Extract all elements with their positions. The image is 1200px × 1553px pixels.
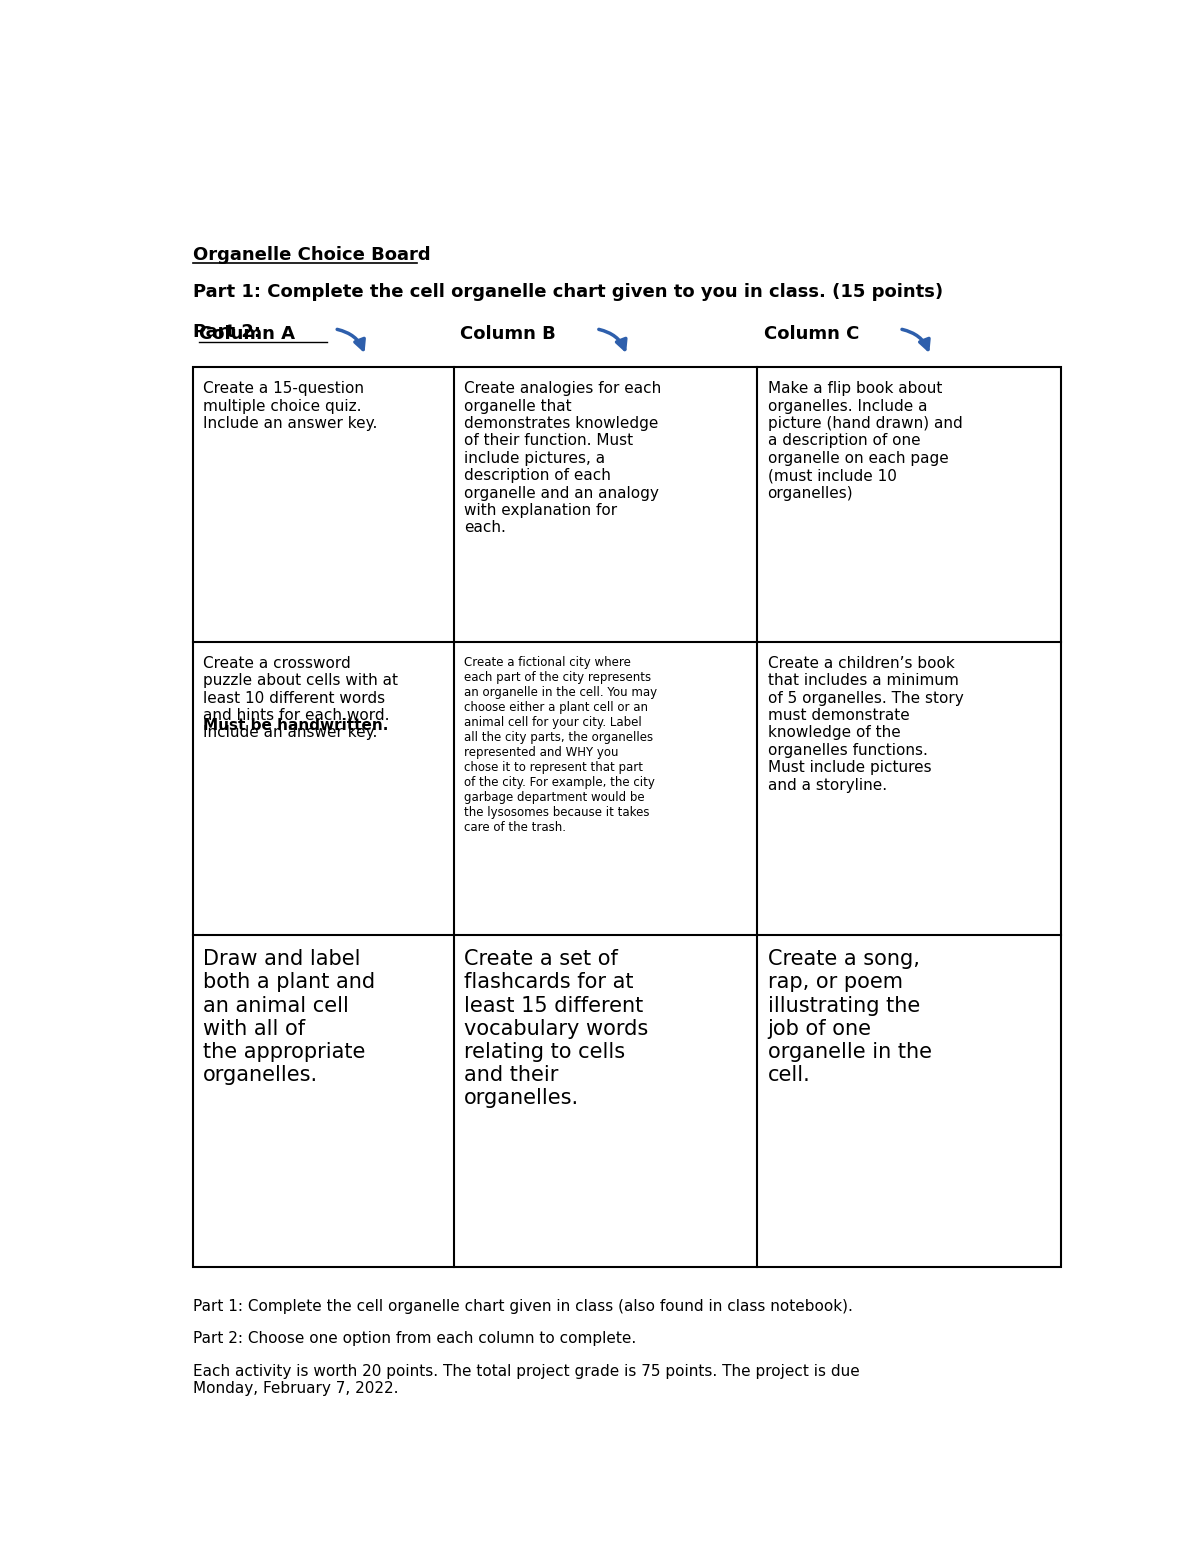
Text: Column C: Column C <box>763 325 859 343</box>
Bar <box>193 368 1061 1267</box>
Text: Create a fictional city where
each part of the city represents
an organelle in t: Create a fictional city where each part … <box>464 655 658 834</box>
Text: Organelle Choice Board: Organelle Choice Board <box>193 247 431 264</box>
Text: Must be handwritten.: Must be handwritten. <box>203 719 388 733</box>
Text: Create a crossword
puzzle about cells with at
least 10 different words
and hints: Create a crossword puzzle about cells wi… <box>203 655 397 741</box>
Text: Part 1: Complete the cell organelle chart given in class (also found in class no: Part 1: Complete the cell organelle char… <box>193 1298 852 1314</box>
Text: Part 2:: Part 2: <box>193 323 260 342</box>
Text: Make a flip book about
organelles. Include a
picture (hand drawn) and
a descript: Make a flip book about organelles. Inclu… <box>768 380 962 500</box>
Text: Create a song,
rap, or poem
illustrating the
job of one
organelle in the
cell.: Create a song, rap, or poem illustrating… <box>768 949 931 1086</box>
Text: Column A: Column A <box>199 325 295 343</box>
Text: Column B: Column B <box>461 325 557 343</box>
Text: Part 2: Choose one option from each column to complete.: Part 2: Choose one option from each colu… <box>193 1331 636 1346</box>
Text: Each activity is worth 20 points. The total project grade is 75 points. The proj: Each activity is worth 20 points. The to… <box>193 1364 859 1396</box>
Text: Part 1: Complete the cell organelle chart given to you in class. (15 points): Part 1: Complete the cell organelle char… <box>193 283 943 301</box>
Text: Create analogies for each
organelle that
demonstrates knowledge
of their functio: Create analogies for each organelle that… <box>464 380 661 536</box>
Text: Create a children’s book
that includes a minimum
of 5 organelles. The story
must: Create a children’s book that includes a… <box>768 655 964 792</box>
Text: Create a 15-question
multiple choice quiz.
Include an answer key.: Create a 15-question multiple choice qui… <box>203 380 377 432</box>
Text: Create a set of
flashcards for at
least 15 different
vocabulary words
relating t: Create a set of flashcards for at least … <box>464 949 648 1109</box>
Text: Draw and label
both a plant and
an animal cell
with all of
the appropriate
organ: Draw and label both a plant and an anima… <box>203 949 374 1086</box>
